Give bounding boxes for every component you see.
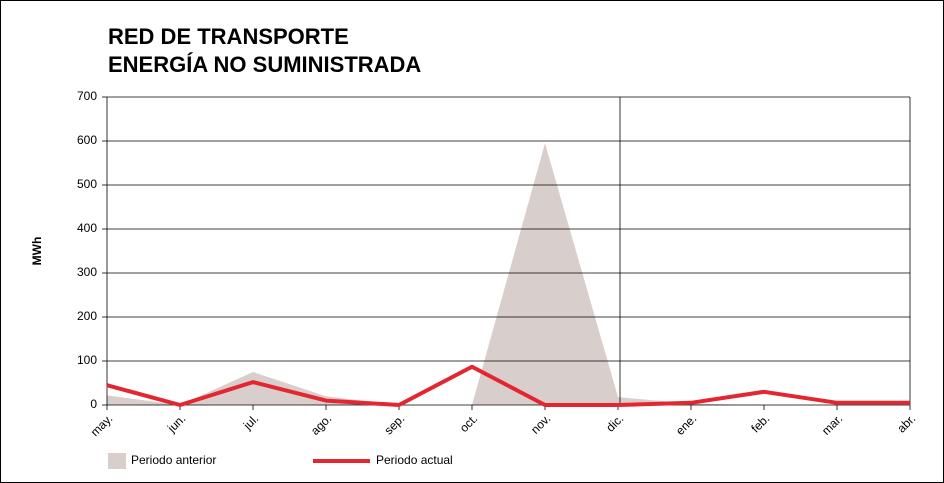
y-tick-label: 100 [77, 353, 97, 367]
y-tick-label: 0 [90, 397, 97, 411]
x-tick-label: sep. [381, 411, 407, 437]
x-tick-label: abr. [894, 411, 918, 435]
line [106, 364, 910, 407]
x-tick-label: jun. [164, 411, 188, 435]
legend-swatch [108, 453, 126, 469]
chart-title: RED DE TRANSPORTE [108, 24, 349, 49]
x-tick-label: dic. [603, 411, 626, 434]
legend-label: Periodo anterior [131, 453, 216, 467]
y-tick-label: 600 [77, 133, 97, 147]
y-tick-label: 200 [77, 309, 97, 323]
x-tick-label: feb. [748, 411, 772, 435]
x-tick-label: ago. [308, 411, 334, 437]
y-tick-label: 700 [77, 89, 97, 103]
x-tick-label: nov. [528, 411, 553, 436]
y-tick-label: 500 [77, 177, 97, 191]
legend-label: Periodo actual [376, 453, 453, 467]
area [107, 143, 910, 405]
x-tick-label: jul. [240, 411, 261, 432]
x-tick-label: oct. [457, 411, 481, 435]
y-tick-label: 300 [77, 265, 97, 279]
chart-title: ENERGÍA NO SUMINISTRADA [108, 52, 421, 77]
x-tick-label: ene. [673, 411, 699, 437]
x-tick-label: may. [88, 411, 116, 439]
y-tick-label: 400 [77, 221, 97, 235]
x-tick-label: mar. [819, 411, 845, 437]
y-axis-label: MWh [30, 237, 44, 266]
